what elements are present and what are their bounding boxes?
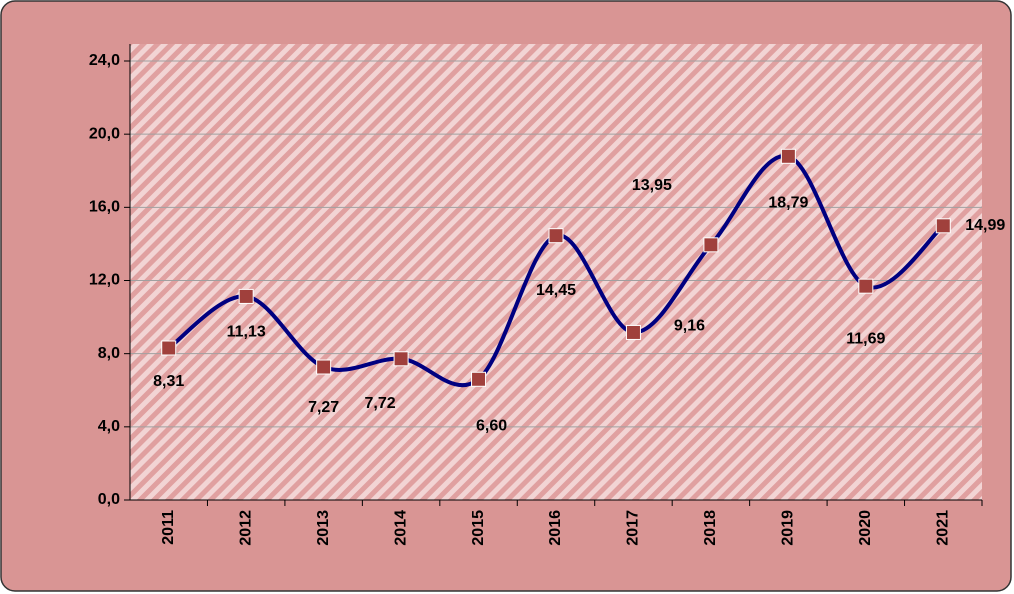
x-tick-label: 2014 (392, 510, 409, 546)
marker (935, 218, 951, 234)
data-label: 7,72 (365, 395, 396, 412)
x-tick-label: 2011 (160, 510, 177, 545)
marker (858, 278, 874, 294)
line (167, 154, 945, 388)
x-tick-label: 2016 (547, 510, 564, 546)
y-tick-label: 8,0 (98, 345, 120, 362)
y-tick-label: 24,0 (89, 52, 120, 69)
data-label: 7,27 (308, 399, 339, 416)
y-tick-label: 0,0 (98, 491, 120, 508)
plot-area (130, 44, 982, 500)
x-tick-label: 2015 (470, 510, 487, 546)
data-label: 9,16 (674, 318, 705, 335)
marker (161, 340, 177, 356)
marker (548, 228, 564, 244)
marker (471, 371, 487, 387)
x-tick-label: 2021 (934, 510, 951, 546)
y-tick-label: 4,0 (98, 418, 120, 435)
data-label: 11,69 (846, 330, 885, 347)
data-label: 8,31 (153, 373, 184, 390)
marker (393, 351, 409, 367)
marker (780, 148, 796, 164)
y-tick-label: 16,0 (89, 199, 120, 216)
marker (625, 324, 641, 340)
y-tick-label: 20,0 (89, 125, 120, 142)
x-tick-label: 2017 (625, 510, 642, 546)
data-label: 14,99 (965, 217, 1005, 234)
data-label: 18,79 (768, 195, 808, 212)
x-tick-label: 2019 (780, 510, 797, 546)
data-label: 13,95 (632, 177, 672, 194)
data-label: 11,13 (227, 324, 266, 341)
x-tick-label: 2020 (857, 510, 874, 546)
marker (316, 359, 332, 375)
marker (238, 288, 254, 304)
data-label: 14,45 (536, 282, 576, 299)
x-tick-label: 2012 (237, 510, 254, 546)
data-label: 6,60 (476, 417, 507, 434)
marker (703, 237, 719, 253)
x-tick-label: 2018 (702, 510, 719, 546)
x-tick-label: 2013 (315, 510, 332, 546)
y-tick-label: 12,0 (89, 272, 120, 289)
